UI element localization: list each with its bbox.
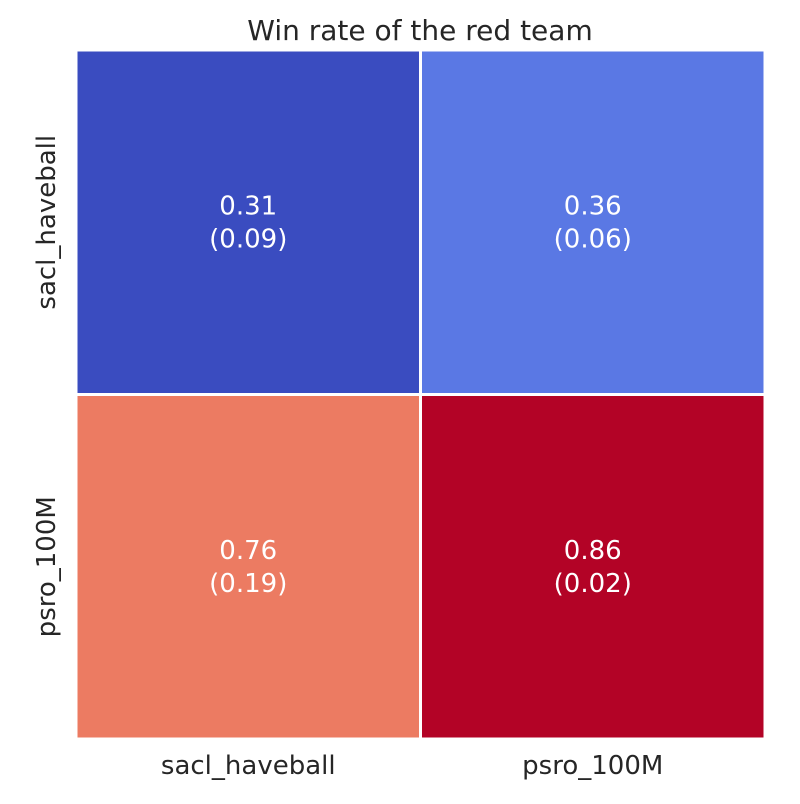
cell-value-label-1-1: 0.86 [564,536,622,566]
y-tick-label-0: sacl_haveball [32,135,62,310]
cell-std-label-1-0: (0.19) [209,569,287,599]
cell-value-label-1-0: 0.76 [219,536,277,566]
x-tick-label-0: sacl_haveball [161,751,336,781]
cell-std-label-0-0: (0.09) [209,224,287,254]
x-tick-label-1: psro_100M [522,751,663,781]
x-tick-labels: sacl_haveball psro_100M [161,751,663,781]
cell-std-label-1-1: (0.02) [554,569,632,599]
y-tick-labels: sacl_haveball psro_100M [32,135,62,637]
heatmap-cell-1-1 [419,393,767,741]
cell-value-label-0-1: 0.36 [564,191,622,221]
chart-title: Win rate of the red team [247,14,592,47]
heatmap-cell-1-0 [74,393,422,741]
heatmap-cell-0-0 [74,48,422,396]
y-tick-label-1: psro_100M [32,496,62,637]
heatmap-cells [74,48,767,741]
heatmap-cell-labels: 0.31(0.09) 0.36(0.06) 0.76(0.19) 0.86(0.02) [209,191,632,599]
cell-value-label-0-0: 0.31 [219,191,277,221]
cell-std-label-0-1: (0.06) [554,224,632,254]
heatmap-cell-0-1 [419,48,767,396]
